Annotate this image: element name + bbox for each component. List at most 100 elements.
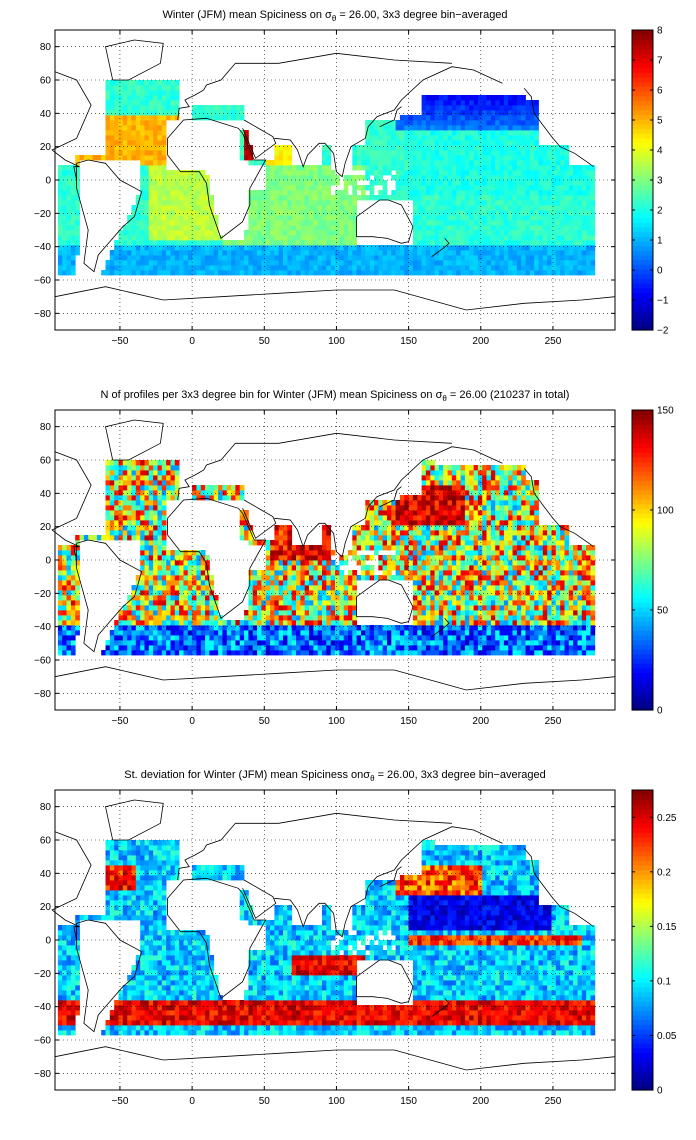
data-cell xyxy=(508,650,513,656)
data-cell xyxy=(174,105,180,111)
data-cell xyxy=(57,245,63,251)
data-cell xyxy=(196,170,202,176)
data-cell xyxy=(170,605,176,611)
data-cell xyxy=(508,235,513,241)
data-cell xyxy=(408,190,414,196)
data-cell xyxy=(252,230,258,236)
data-cell xyxy=(261,585,267,591)
data-cell xyxy=(274,635,280,641)
data-cell xyxy=(425,230,431,236)
data-cell xyxy=(218,620,223,626)
data-cell xyxy=(57,625,63,631)
data-cell xyxy=(430,570,435,576)
data-cell xyxy=(291,250,297,256)
data-cell xyxy=(348,240,353,246)
data-cell xyxy=(361,150,366,156)
data-cell xyxy=(425,115,431,121)
data-cell xyxy=(521,635,526,641)
data-cell xyxy=(538,155,544,161)
data-cell xyxy=(404,165,409,171)
data-cell xyxy=(270,570,275,576)
data-cell xyxy=(248,160,254,166)
data-cell xyxy=(317,265,323,271)
data-cell xyxy=(581,260,587,266)
data-cell xyxy=(283,625,288,631)
data-cell xyxy=(265,260,271,266)
data-cell xyxy=(404,160,409,166)
data-cell xyxy=(170,240,176,246)
data-cell xyxy=(438,640,444,646)
data-cell xyxy=(144,135,150,141)
data-cell xyxy=(586,195,591,201)
data-cell xyxy=(551,590,557,596)
data-cell xyxy=(248,195,254,201)
data-cell xyxy=(590,580,596,586)
data-cell xyxy=(248,260,254,266)
data-cell xyxy=(287,635,293,641)
data-cell xyxy=(521,595,526,601)
data-cell xyxy=(568,165,574,171)
data-cell xyxy=(482,220,487,226)
data-cell xyxy=(365,255,370,261)
data-cell xyxy=(270,235,275,241)
data-cell xyxy=(135,620,141,626)
data-cell xyxy=(326,245,331,251)
data-cell xyxy=(205,645,210,651)
data-cell xyxy=(477,600,483,606)
data-cell xyxy=(170,200,176,206)
data-cell xyxy=(425,270,431,276)
data-cell xyxy=(209,615,215,621)
data-cell xyxy=(374,630,379,636)
data-cell xyxy=(140,260,145,266)
data-cell xyxy=(274,205,280,211)
data-cell xyxy=(66,175,72,181)
data-cell xyxy=(399,250,405,256)
data-cell xyxy=(296,615,301,621)
data-cell xyxy=(586,240,591,246)
data-cell xyxy=(391,150,396,156)
data-cell xyxy=(265,220,271,226)
data-cell xyxy=(309,210,314,216)
data-cell xyxy=(382,625,388,631)
data-cell xyxy=(438,100,444,106)
data-cell xyxy=(309,190,314,196)
data-cell xyxy=(161,570,167,576)
data-cell xyxy=(460,200,466,206)
data-cell xyxy=(330,645,336,651)
data-cell xyxy=(412,195,418,201)
data-cell xyxy=(248,220,254,226)
data-cell xyxy=(274,580,280,586)
data-cell xyxy=(482,165,487,171)
data-cell xyxy=(161,625,167,631)
data-cell xyxy=(278,610,284,616)
data-cell xyxy=(304,615,310,621)
data-cell xyxy=(205,605,210,611)
data-cell xyxy=(356,260,362,266)
coastline xyxy=(167,117,267,239)
data-cell xyxy=(187,580,193,586)
data-cell xyxy=(490,270,496,276)
data-cell xyxy=(451,110,457,116)
data-cell xyxy=(399,645,405,651)
data-cell xyxy=(257,600,262,606)
data-cell xyxy=(196,585,202,591)
data-cell xyxy=(127,265,132,271)
data-cell xyxy=(473,610,479,616)
data-cell xyxy=(148,170,154,176)
data-cell xyxy=(244,270,249,276)
data-cell xyxy=(330,570,336,576)
data-cell xyxy=(140,630,145,636)
data-cell xyxy=(555,155,561,161)
data-cell xyxy=(296,170,301,176)
data-cell xyxy=(270,165,275,171)
data-cell xyxy=(512,205,518,211)
data-cell xyxy=(361,645,366,651)
data-cell xyxy=(538,590,544,596)
data-cell xyxy=(304,170,310,176)
data-cell xyxy=(153,145,158,151)
data-cell xyxy=(477,205,483,211)
data-cell xyxy=(473,200,479,206)
data-cell xyxy=(581,255,587,261)
data-cell xyxy=(161,255,167,261)
data-cell xyxy=(291,225,297,231)
